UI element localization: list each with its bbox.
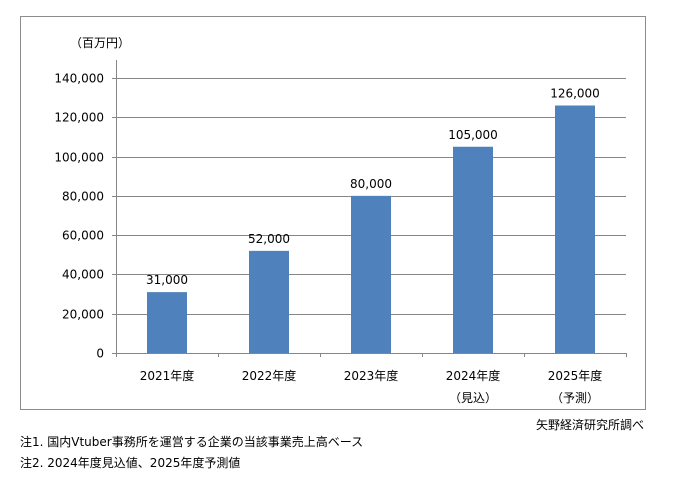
- x-tick-label: 2023年度: [344, 368, 399, 383]
- note-1: 注1. 国内Vtuber事務所を運営する企業の当該事業売上高ベース: [20, 435, 364, 449]
- y-tick-label: 40,000: [62, 268, 104, 282]
- y-tick-label: 60,000: [62, 229, 104, 243]
- x-tick-sublabel: （見込）: [449, 391, 497, 405]
- y-tick-label: 140,000: [54, 72, 104, 86]
- x-tick-label: 2021年度: [140, 368, 195, 383]
- data-label: 126,000: [550, 87, 600, 101]
- y-tick-label: 20,000: [62, 308, 104, 322]
- data-label: 52,000: [248, 232, 290, 246]
- bar: [147, 292, 187, 353]
- bar: [555, 105, 595, 353]
- bar: [351, 195, 391, 353]
- y-tick-label: 80,000: [62, 190, 104, 204]
- x-tick-label: 2022年度: [242, 368, 297, 383]
- bar: [249, 250, 289, 353]
- data-label: 31,000: [146, 273, 188, 287]
- data-label: 105,000: [448, 128, 498, 142]
- y-tick-label: 100,000: [54, 151, 104, 165]
- source-text: 矢野経済研究所調べ: [535, 418, 644, 432]
- data-label: 80,000: [350, 177, 392, 191]
- x-tick-sublabel: （予測）: [551, 391, 599, 405]
- y-tick-label: 0: [96, 347, 104, 361]
- chart-frame: [20, 16, 646, 410]
- y-tick-label: 120,000: [54, 111, 104, 125]
- bar: [453, 146, 493, 353]
- unit-label: （百万円）: [70, 36, 130, 50]
- note-2: 注2. 2024年度見込値、2025年度予測値: [20, 456, 241, 470]
- x-tick-label: 2024年度: [446, 368, 501, 383]
- x-tick-label: 2025年度: [548, 368, 603, 383]
